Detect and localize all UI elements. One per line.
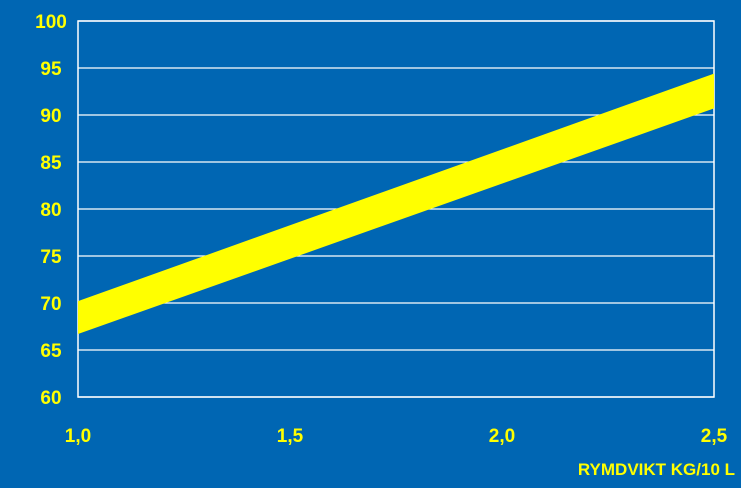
y-tick-label: 80 <box>40 200 61 221</box>
x-axis-label: RYMDVIKT KG/10 L <box>578 460 735 479</box>
y-tick-label: 60 <box>40 388 61 409</box>
yellow-band-0 <box>78 73 714 335</box>
y-tick-label: 90 <box>40 106 61 127</box>
plot-area-frame <box>77 20 715 398</box>
y-tick-label: 70 <box>40 294 61 315</box>
x-axis-ticks: 1,0 1,5 2,0 2,5 <box>65 426 728 447</box>
x-tick-label: 2,0 <box>489 426 515 447</box>
y-tick-label: 85 <box>40 153 62 174</box>
x-tick-label: 1,0 <box>65 426 91 447</box>
y-tick-label: 75 <box>40 247 62 268</box>
y-axis-ticks: 100 95 90 85 80 75 70 65 60 <box>35 12 67 409</box>
y-tick-label: 65 <box>40 341 62 362</box>
band-layer <box>78 73 714 335</box>
y-tick-label: 100 <box>35 12 67 33</box>
x-tick-label: 2,5 <box>701 426 728 447</box>
y-tick-label: 95 <box>40 59 62 80</box>
x-tick-label: 1,5 <box>277 426 304 447</box>
